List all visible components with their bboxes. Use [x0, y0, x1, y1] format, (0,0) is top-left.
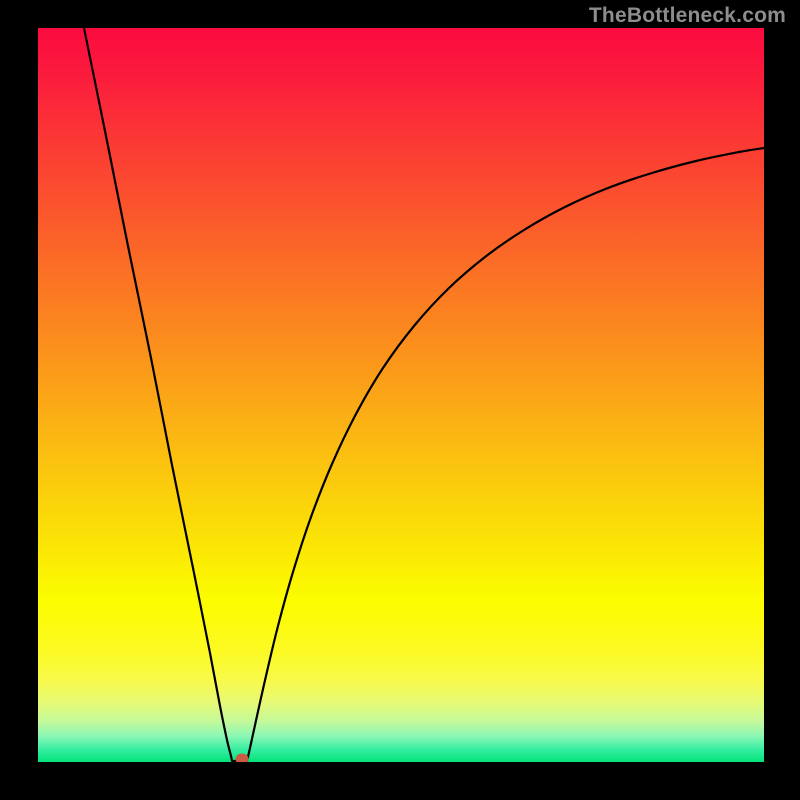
watermark-text: TheBottleneck.com [589, 4, 786, 28]
bottleneck-chart [0, 0, 800, 800]
gradient-background [38, 28, 764, 762]
chart-stage: TheBottleneck.com [0, 0, 800, 800]
